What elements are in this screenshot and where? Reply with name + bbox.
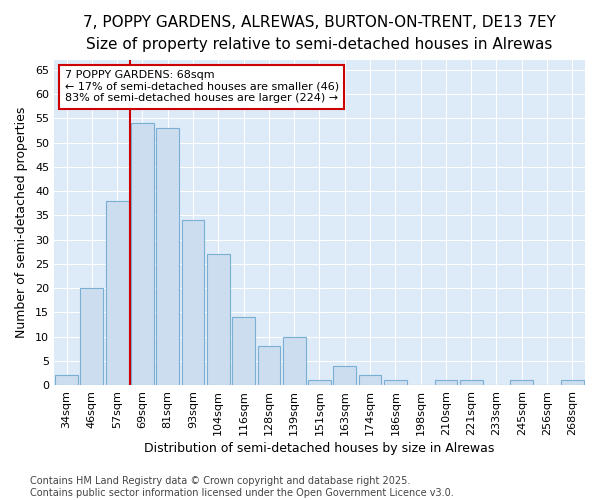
- Bar: [80, 288, 103, 385]
- Bar: [283, 336, 305, 385]
- Bar: [384, 380, 407, 385]
- Bar: [460, 380, 482, 385]
- Text: 7 POPPY GARDENS: 68sqm
← 17% of semi-detached houses are smaller (46)
83% of sem: 7 POPPY GARDENS: 68sqm ← 17% of semi-det…: [65, 70, 338, 103]
- Bar: [55, 376, 78, 385]
- Bar: [182, 220, 205, 385]
- Bar: [561, 380, 584, 385]
- Bar: [359, 376, 382, 385]
- Bar: [106, 201, 128, 385]
- Bar: [308, 380, 331, 385]
- Bar: [257, 346, 280, 385]
- Bar: [232, 318, 255, 385]
- X-axis label: Distribution of semi-detached houses by size in Alrewas: Distribution of semi-detached houses by …: [144, 442, 494, 455]
- Y-axis label: Number of semi-detached properties: Number of semi-detached properties: [15, 107, 28, 338]
- Title: 7, POPPY GARDENS, ALREWAS, BURTON-ON-TRENT, DE13 7EY
Size of property relative t: 7, POPPY GARDENS, ALREWAS, BURTON-ON-TRE…: [83, 15, 556, 52]
- Bar: [131, 124, 154, 385]
- Bar: [434, 380, 457, 385]
- Bar: [157, 128, 179, 385]
- Text: Contains HM Land Registry data © Crown copyright and database right 2025.
Contai: Contains HM Land Registry data © Crown c…: [30, 476, 454, 498]
- Bar: [334, 366, 356, 385]
- Bar: [511, 380, 533, 385]
- Bar: [207, 254, 230, 385]
